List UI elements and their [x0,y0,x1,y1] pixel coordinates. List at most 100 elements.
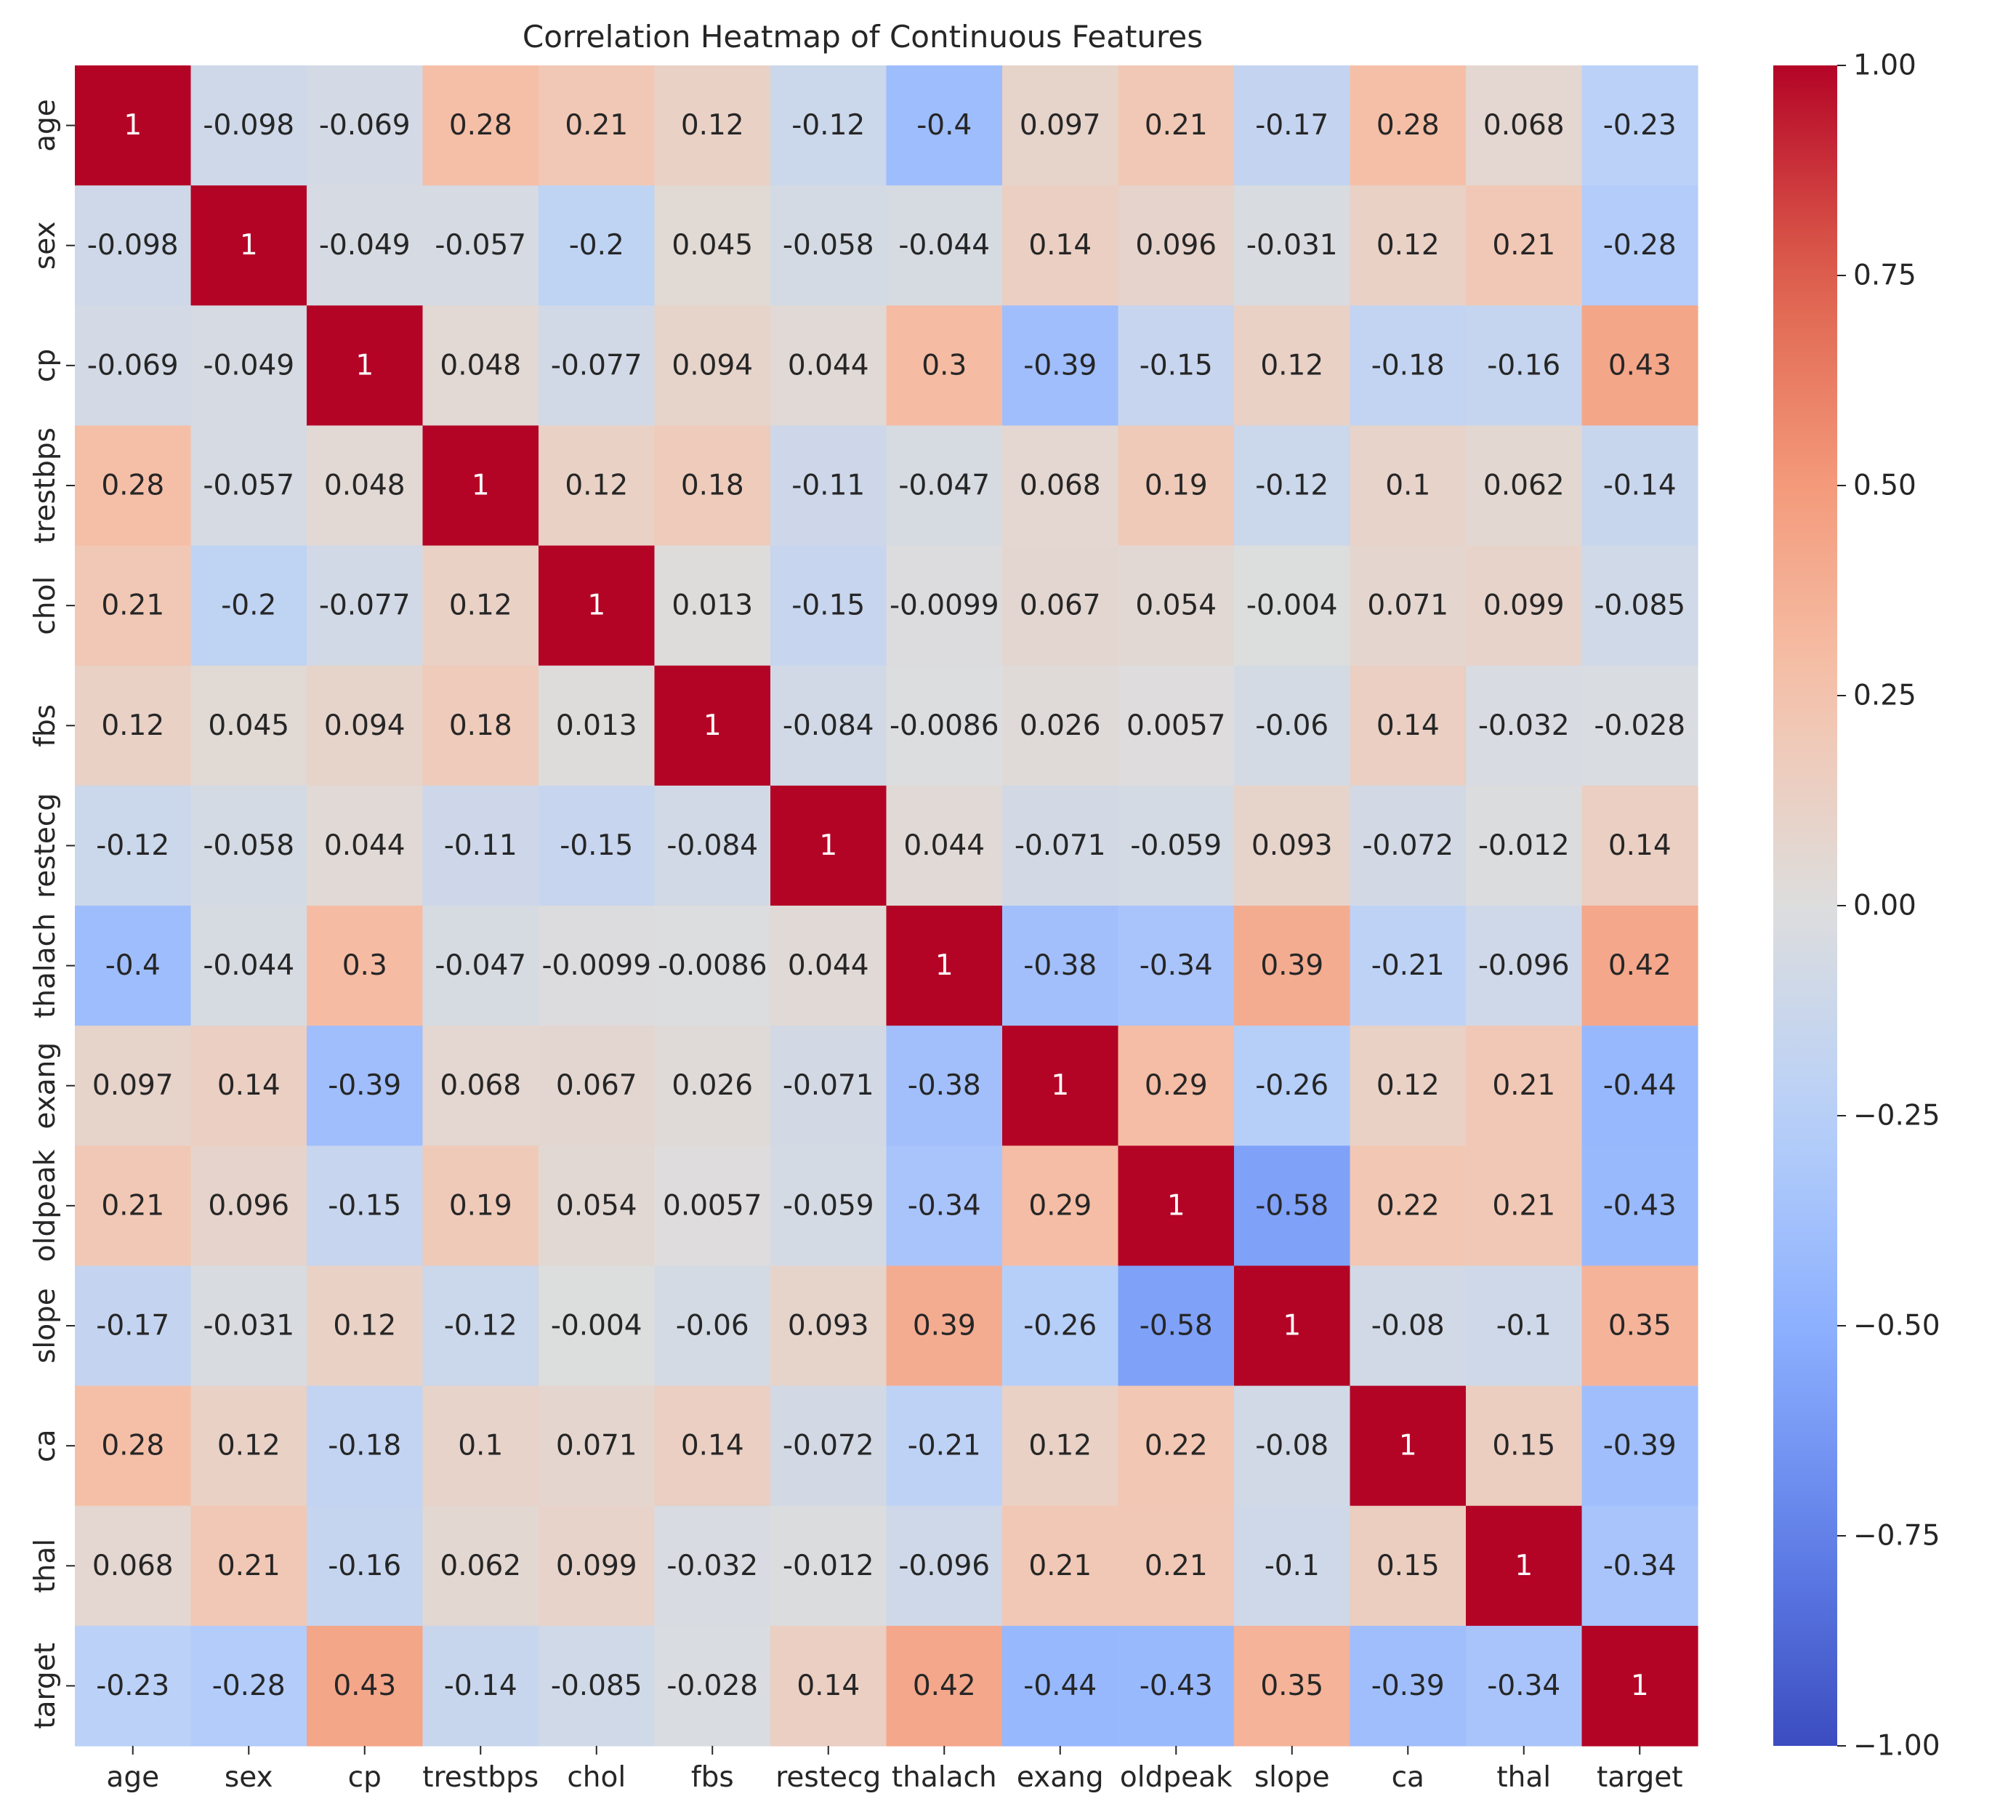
heatmap-cell [1002,185,1119,306]
cell-annotation: -0.031 [203,1310,294,1342]
cell-annotation: -0.58 [1255,1189,1328,1222]
cell-annotation: 0.29 [1145,1069,1208,1102]
cell-annotation: -0.26 [1255,1069,1328,1102]
heatmap-cell [886,906,1003,1026]
heatmap-cell [770,785,887,906]
heatmap-cell [1002,1625,1119,1747]
y-tick-label: target [29,1643,62,1729]
cell-annotation: -0.071 [783,1069,874,1102]
y-tick-label: cp [29,349,62,382]
heatmap-cell [770,1265,887,1387]
cell-annotation: -0.34 [908,1189,981,1222]
heatmap-cell [1002,305,1119,427]
cell-annotation: -0.028 [666,1670,758,1702]
cell-annotation: 0.097 [92,1069,174,1102]
heatmap-cell [1581,1265,1698,1387]
heatmap-cell [886,1505,1003,1627]
cell-annotation: -0.4 [105,949,161,982]
heatmap-cell [1581,785,1698,906]
cell-annotation: 0.0057 [663,1189,762,1222]
cell-annotation: 0.14 [1376,709,1440,742]
heatmap-cell [422,1505,539,1627]
heatmap-cell [1234,785,1351,906]
cell-annotation: -0.069 [87,349,179,382]
x-tick-label: target [1597,1761,1683,1794]
cell-annotation: 0.045 [208,709,289,742]
x-tick-label: fbs [691,1761,734,1794]
heatmap-cell [1350,545,1467,667]
x-tick-label: age [106,1761,159,1794]
heatmap-cell [1581,1505,1698,1627]
heatmap-cell [1002,425,1119,547]
heatmap-cell [1466,785,1583,906]
cell-annotation: 0.094 [672,349,753,382]
heatmap-cell [422,1265,539,1387]
cell-annotation: -0.15 [560,829,633,862]
cell-annotation: 0.068 [92,1550,174,1582]
heatmap-cell [886,665,1003,786]
cell-annotation: 0.21 [101,589,164,622]
cell-annotation: 0.054 [1135,589,1217,622]
heatmap-cell [190,1385,307,1507]
heatmap-cell [1350,785,1467,906]
cell-annotation: 0.071 [556,1430,637,1462]
y-tick-label: trestbps [29,427,62,544]
heatmap-cell [75,305,192,427]
cell-annotation: -0.28 [212,1670,286,1702]
cell-annotation: 0.12 [565,470,628,502]
heatmap-cell [654,425,771,547]
x-tick-label: oldpeak [1120,1761,1233,1794]
heatmap-cell [1466,1385,1583,1507]
cell-annotation: -0.58 [1140,1310,1213,1342]
y-tick-label: slope [29,1288,62,1364]
cell-annotation: -0.23 [96,1670,169,1702]
heatmap-cell [422,185,539,306]
cell-annotation: 0.21 [1145,109,1208,142]
colorbar-tick-label: 0.50 [1853,470,1916,502]
cell-annotation: -0.077 [551,349,642,382]
x-tick-label: ca [1392,1761,1424,1794]
cell-annotation: 0.12 [449,589,512,622]
cell-annotation: 0.099 [556,1550,637,1582]
cell-annotation: -0.39 [1603,1430,1677,1462]
cell-annotation: 0.026 [672,1069,753,1102]
cell-annotation: -0.06 [1255,709,1328,742]
heatmap-cell [1002,1145,1119,1267]
cell-annotation: 0.3 [922,349,967,382]
cell-annotation: 0.044 [903,829,985,862]
heatmap-cell [770,906,887,1026]
heatmap-annotations: 1 -0.098 -0.069 0.28 0.21 0.12 -0.12 -0.4 0.097 0… [87,109,1685,1702]
heatmap-cell [422,785,539,906]
cell-annotation: 1 [240,229,258,262]
heatmap-cell [539,65,656,186]
heatmap-cell [770,1145,887,1267]
cell-annotation: -0.34 [1603,1550,1677,1582]
heatmap-cell [1234,545,1351,667]
cell-annotation: 1 [472,470,490,502]
cell-annotation: -0.44 [1023,1670,1097,1702]
heatmap-cell [190,185,307,306]
heatmap-cell [190,545,307,667]
colorbar-ticks: 1.00 0.75 0.50 0.25 0.00 −0.25 −0.50 −0.75 −1.00 [1837,49,1940,1763]
cell-annotation: 1 [935,949,953,982]
cell-annotation: -0.059 [783,1189,874,1222]
heatmap-cell [770,1505,887,1627]
cell-annotation: 1 [124,109,142,142]
heatmap-cell [1234,305,1351,427]
heatmap-cell [1234,665,1351,786]
heatmap-cell [886,1265,1003,1387]
heatmap-cell [307,785,424,906]
cell-annotation: -0.044 [203,949,294,982]
cell-annotation: -0.39 [328,1069,401,1102]
cell-annotation: -0.14 [444,1670,517,1702]
cell-annotation: 0.15 [1376,1550,1440,1582]
cell-annotation: 0.19 [449,1189,512,1222]
heatmap-cell [75,785,192,906]
y-tick-label: ca [29,1429,62,1462]
heatmap-cell [1118,1026,1235,1146]
heatmap-cell [1234,65,1351,186]
heatmap-cell [1350,185,1467,306]
cell-annotation: -0.1 [1496,1310,1552,1342]
cell-annotation: 0.026 [1020,709,1101,742]
cell-annotation: 0.12 [1376,1069,1440,1102]
